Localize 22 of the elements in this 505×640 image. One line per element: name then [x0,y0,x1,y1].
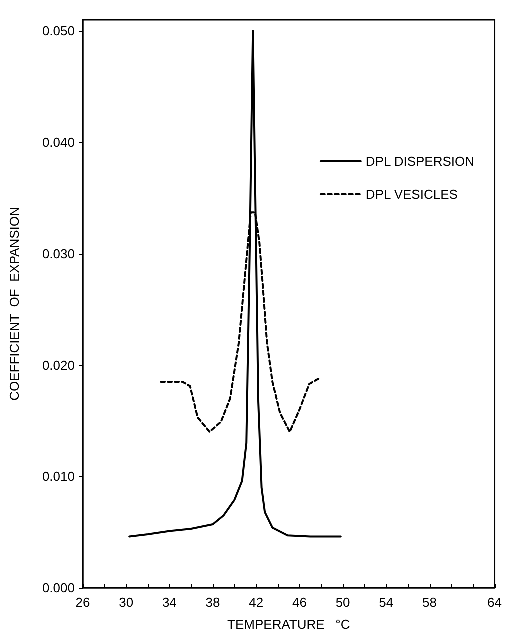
y-tick-label: 0.050 [42,24,75,39]
x-tick-label: 38 [206,595,220,610]
x-tick-label: 34 [162,595,177,610]
y-tick-label: 0.020 [42,358,75,373]
x-tick-label: 30 [119,595,134,610]
y-tick-label: 0.010 [42,469,75,484]
y-axis-title: COEFFICIENT OF EXPANSION [7,207,22,401]
x-tick-label: 26 [76,595,90,610]
x-tick-label: 54 [379,595,394,610]
x-tick-label: 50 [336,595,350,610]
legend-label: DPL DISPERSION [366,154,475,169]
y-tick-label: 0.000 [42,580,75,596]
x-tick-label: 46 [292,595,307,610]
x-tick-label: 58 [422,595,437,610]
line-series [128,30,342,538]
x-tick-label: 42 [249,595,264,610]
line-series [160,212,320,434]
y-tick-label: 0.030 [42,246,75,262]
y-tick-label: 0.040 [42,135,75,150]
x-tick-label: 64 [488,595,502,610]
x-axis-title: TEMPERATURE °C [228,617,350,632]
legend-label: DPL VESICLES [366,187,458,202]
